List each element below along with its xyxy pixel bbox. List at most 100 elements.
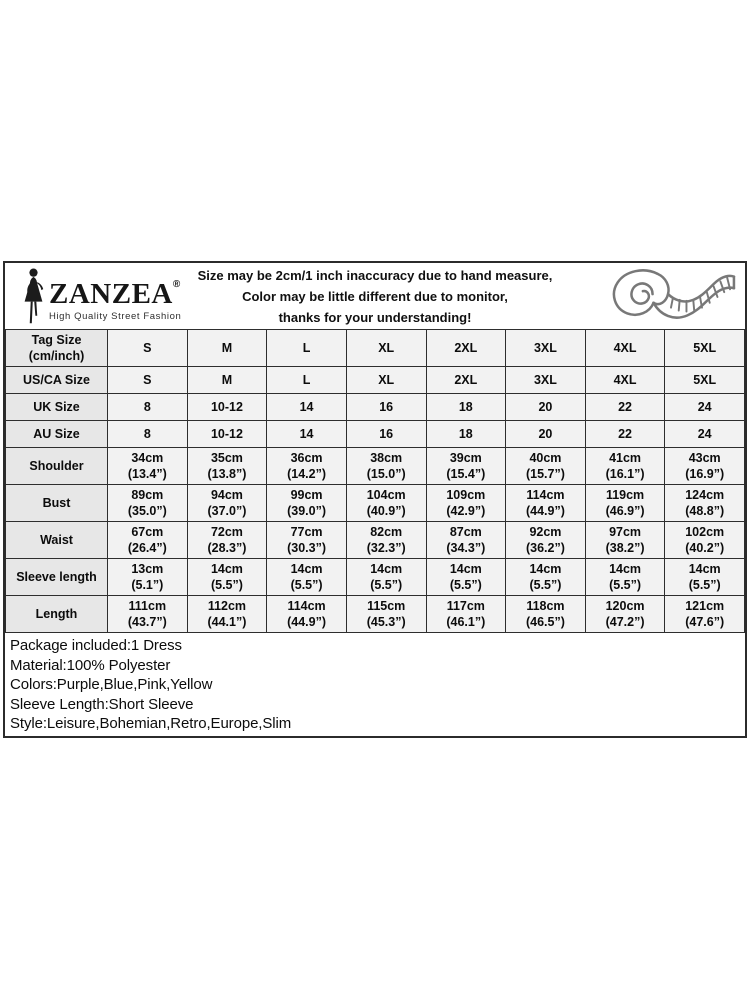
row-label-line: Bust: [42, 496, 71, 510]
size-cell: 5XL: [664, 329, 745, 367]
brand-wordmark: ZANZEA: [49, 278, 173, 310]
size-cell: 121cm (47.6”): [664, 595, 745, 633]
row-label-line: AU Size: [33, 427, 80, 441]
size-cell-line: 20: [538, 427, 553, 441]
size-cell-line: 112cm: [207, 599, 247, 613]
size-chart-sheet: ZANZEA® High Quality Street Fashion Size…: [3, 261, 747, 738]
table-row: Length 111cm (43.7”) 112cm (44.1”) 114cm (44.9…: [5, 595, 745, 633]
size-cell: L: [266, 329, 347, 367]
size-cell-line: (46.5”): [525, 615, 565, 629]
size-cell: 3XL: [505, 366, 586, 394]
size-cell: 34cm (13.4”): [107, 447, 188, 485]
size-cell-line: 89cm: [131, 488, 164, 502]
size-cell-line: (46.9”): [605, 504, 645, 518]
size-cell-line: 14cm: [529, 562, 562, 576]
size-cell: 111cm (43.7”): [107, 595, 188, 633]
size-cell-line: 3XL: [533, 341, 557, 355]
size-cell-line: (34.3”): [446, 541, 486, 555]
size-cell-line: 77cm: [290, 525, 323, 539]
size-cell-line: 24: [697, 400, 712, 414]
size-cell: 3XL: [505, 329, 586, 367]
size-cell-line: (48.8”): [685, 504, 725, 518]
size-cell-line: 102cm: [685, 525, 725, 539]
size-cell-line: (35.0”): [127, 504, 167, 518]
size-cell-line: (26.4”): [127, 541, 167, 555]
size-cell-line: (30.3”): [287, 541, 327, 555]
size-cell: 114cm (44.9”): [266, 595, 347, 633]
size-cell-line: (36.2”): [525, 541, 565, 555]
size-cell-line: 14cm: [210, 562, 243, 576]
size-cell-line: 72cm: [210, 525, 243, 539]
table-row: UK Size 8 10-12 14 16 18 20 22 24: [5, 393, 745, 421]
size-cell: 89cm (35.0”): [107, 484, 188, 522]
size-cell: 97cm (38.2”): [584, 521, 666, 559]
row-label: Sleeve length: [5, 558, 108, 596]
size-cell: 43cm (16.9”): [664, 447, 745, 485]
size-cell-line: (13.8”): [207, 467, 247, 481]
size-cell: L: [266, 366, 347, 394]
size-cell: 2XL: [425, 366, 507, 394]
size-cell-line: 10-12: [210, 400, 243, 414]
size-cell-line: XL: [378, 373, 395, 387]
size-cell-line: 119cm: [605, 488, 645, 502]
size-cell-line: 87cm: [449, 525, 482, 539]
size-cell-line: 2XL: [454, 341, 478, 355]
size-cell-line: 111cm: [128, 599, 167, 613]
size-cell-line: M: [221, 373, 233, 387]
row-label-line: Tag Size: [31, 333, 82, 347]
size-cell-line: (5.5”): [449, 578, 482, 592]
size-cell-line: 14cm: [688, 562, 721, 576]
size-cell-line: 82cm: [370, 525, 403, 539]
size-cell-line: 16: [379, 400, 394, 414]
size-cell-line: (15.4”): [446, 467, 486, 481]
size-cell-line: 120cm: [605, 599, 645, 613]
row-label: Shoulder: [5, 447, 108, 485]
size-cell-line: (37.0”): [207, 504, 247, 518]
size-cell-line: 14cm: [370, 562, 403, 576]
size-cell-line: XL: [378, 341, 395, 355]
table-row: Waist 67cm (26.4”) 72cm (28.3”) 77cm (30.3”) 82…: [5, 521, 745, 559]
size-cell-line: 3XL: [533, 373, 557, 387]
size-cell-line: 99cm: [290, 488, 323, 502]
size-cell: 14cm (5.5”): [505, 558, 586, 596]
size-cell-line: 94cm: [210, 488, 243, 502]
size-cell: 114cm (44.9”): [505, 484, 586, 522]
size-cell: 18: [425, 393, 507, 421]
size-cell-line: S: [143, 341, 152, 355]
size-cell: 22: [584, 420, 666, 448]
registered-mark-icon: ®: [172, 279, 181, 290]
detail-line: Material:100% Polyester: [10, 656, 171, 674]
size-cell-line: (39.0”): [287, 504, 327, 518]
size-cell-line: (5.5”): [370, 578, 403, 592]
size-cell-line: 67cm: [131, 525, 164, 539]
size-cell: 24: [664, 393, 745, 421]
size-cell-line: 38cm: [370, 451, 403, 465]
size-cell: 82cm (32.3”): [345, 521, 427, 559]
size-cell-line: (40.9”): [366, 504, 406, 518]
size-cell-line: 34cm: [131, 451, 164, 465]
size-cell: 36cm (14.2”): [266, 447, 347, 485]
size-cell-line: 117cm: [446, 599, 485, 613]
size-notice: Size may be 2cm/1 inch inaccuracy due to…: [5, 265, 745, 328]
table-row: Bust 89cm (35.0”) 94cm (37.0”) 99cm (39.0”) 104…: [5, 484, 745, 522]
size-cell-line: 14: [299, 400, 314, 414]
size-cell: 4XL: [584, 366, 666, 394]
size-cell: 14: [266, 420, 347, 448]
table-row: Shoulder 34cm (13.4”) 35cm (13.8”) 36cm (14.2”…: [5, 447, 745, 485]
detail-line: Colors:Purple,Blue,Pink,Yellow: [10, 676, 213, 693]
size-cell: 77cm (30.3”): [266, 521, 347, 559]
size-cell: 119cm (46.9”): [584, 484, 666, 522]
size-cell-line: (5.5”): [210, 578, 243, 592]
size-cell-line: (47.2”): [605, 615, 645, 629]
size-cell-line: (44.1”): [207, 615, 247, 629]
size-cell-line: (38.2”): [605, 541, 645, 555]
size-cell-line: (32.3”): [366, 541, 406, 555]
size-cell: S: [107, 329, 188, 367]
size-cell-line: (15.7”): [525, 467, 565, 481]
product-details: Package included:1 Dress Material:100% Po…: [5, 633, 745, 736]
size-cell-line: 22: [618, 400, 633, 414]
detail-line: Sleeve Length:Short Sleeve: [10, 695, 194, 713]
size-cell-line: 18: [458, 400, 473, 414]
notice-line: Color may be little different due to mon…: [242, 289, 508, 304]
size-cell-line: 22: [618, 427, 633, 441]
